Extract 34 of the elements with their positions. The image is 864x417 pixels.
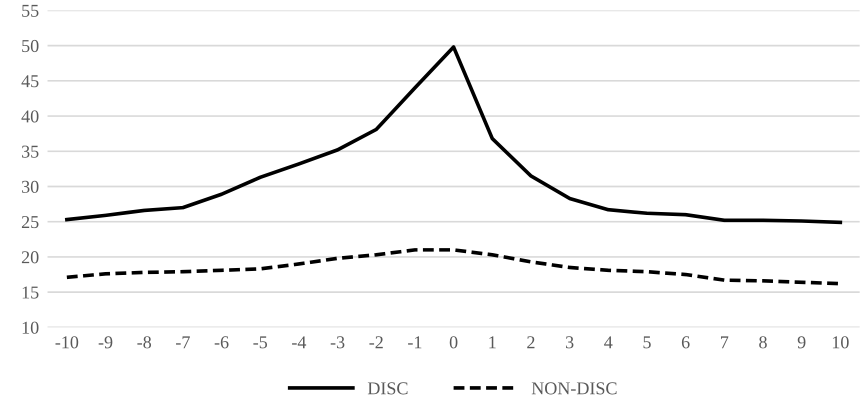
x-tick-label: 10	[832, 336, 849, 348]
x-tick-label: 4	[604, 336, 613, 348]
y-tick-label: 20	[22, 251, 38, 264]
y-tick-label: 45	[21, 75, 38, 88]
x-tick-label: -7	[176, 336, 190, 348]
x-tick-label: 3	[566, 336, 574, 348]
x-tick-label: -2	[369, 336, 383, 348]
y-tick-label: 55	[22, 4, 38, 17]
x-tick-label: -6	[214, 336, 229, 348]
x-tick-label: 6	[682, 336, 690, 348]
y-tick-label: 50	[22, 40, 38, 52]
y-tick-label: 25	[22, 216, 38, 228]
x-tick-label: -3	[330, 336, 344, 348]
legend-label: DISC	[368, 382, 408, 394]
x-tick-label: -10	[55, 336, 78, 348]
legend-label: NON-DISC	[532, 382, 617, 394]
y-tick-label: 30	[22, 180, 38, 193]
x-tick-label: 9	[798, 336, 806, 348]
x-tick-label: -5	[253, 336, 268, 348]
y-tick-label: 10	[22, 322, 38, 334]
y-tick-label: 40	[21, 110, 38, 123]
x-tick-label: 5	[644, 336, 651, 348]
x-tick-label: 8	[759, 336, 767, 348]
x-tick-label: 0	[450, 336, 458, 348]
x-tick-label: 2	[527, 336, 534, 348]
x-tick-label: -8	[137, 336, 152, 348]
x-tick-label: 1	[489, 336, 496, 348]
x-tick-label: -9	[98, 336, 112, 348]
x-tick-label: -1	[408, 336, 422, 348]
line-series	[65, 45, 842, 224]
y-tick-label: 35	[22, 146, 38, 158]
y-tick-label: 15	[22, 286, 38, 299]
x-tick-label: 7	[720, 336, 728, 348]
x-tick-label: -4	[292, 336, 306, 348]
